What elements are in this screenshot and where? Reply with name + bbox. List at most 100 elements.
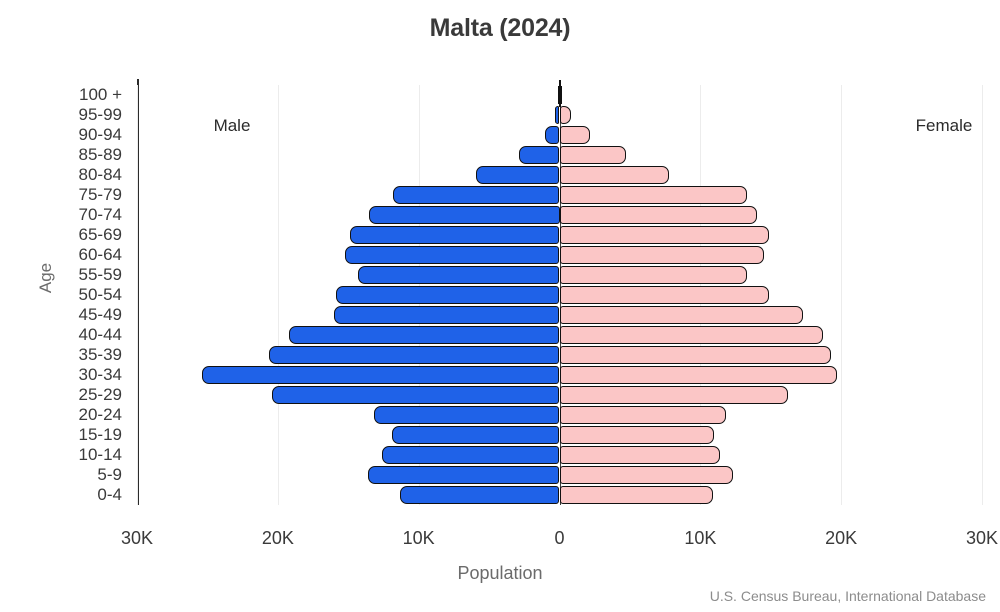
bar-male[interactable] — [476, 166, 560, 184]
bar-row — [137, 185, 982, 205]
bar-male[interactable] — [400, 486, 560, 504]
bar-female[interactable] — [559, 166, 670, 184]
bar-row — [137, 365, 982, 385]
y-tick-label: 5-9 — [97, 465, 122, 484]
series-label-female: Female — [915, 116, 973, 135]
x-tick-label: 30K — [965, 528, 999, 548]
x-axis-title: Population — [457, 563, 543, 583]
y-tick-label: 100 + — [78, 85, 122, 104]
bar-row — [137, 285, 982, 305]
bar-female[interactable] — [559, 386, 788, 404]
y-axis-line — [137, 79, 139, 505]
bar-male[interactable] — [269, 346, 560, 364]
series-label-male: Male — [213, 116, 251, 135]
bar-row — [137, 325, 982, 345]
bar-female[interactable] — [559, 186, 747, 204]
bar-row — [137, 425, 982, 445]
bar-female[interactable] — [559, 126, 591, 144]
gridline — [137, 85, 138, 505]
bar-male[interactable] — [272, 386, 560, 404]
bar-female[interactable] — [559, 346, 832, 364]
bar-female[interactable] — [559, 266, 747, 284]
bar-female[interactable] — [559, 246, 764, 264]
y-tick-label: 45-49 — [78, 305, 122, 324]
bar-male[interactable] — [391, 426, 560, 444]
bar-male[interactable] — [201, 366, 560, 384]
bar-row — [137, 165, 982, 185]
y-tick-label: 25-29 — [78, 385, 122, 404]
y-tick-label: 85-89 — [78, 145, 122, 164]
bar-row — [137, 245, 982, 265]
chart-title: Malta (2024) — [429, 14, 571, 42]
bar-row — [137, 105, 982, 125]
plot-area — [137, 80, 983, 505]
bar-female[interactable] — [559, 106, 572, 124]
bar-row — [137, 445, 982, 465]
bar-row — [137, 345, 982, 365]
x-tick-label: 10K — [402, 528, 435, 548]
bar-female[interactable] — [559, 146, 626, 164]
y-axis-title: Age — [36, 262, 55, 294]
bar-female[interactable] — [559, 406, 726, 424]
bar-male[interactable] — [345, 246, 560, 264]
bar-row — [137, 405, 982, 425]
bar-male[interactable] — [334, 306, 560, 324]
bar-row — [137, 305, 982, 325]
bar-female[interactable] — [559, 446, 721, 464]
bar-male[interactable] — [289, 326, 560, 344]
top-category-spike — [558, 80, 561, 107]
y-tick-label: 10-14 — [78, 445, 122, 464]
x-tick-label: 30K — [120, 528, 154, 548]
bar-row — [137, 485, 982, 505]
bar-male[interactable] — [349, 226, 560, 244]
y-tick-label: 65-69 — [78, 225, 122, 244]
bar-female[interactable] — [559, 486, 713, 504]
bar-male[interactable] — [358, 266, 560, 284]
y-tick-label: 15-19 — [78, 425, 122, 444]
bar-female[interactable] — [559, 306, 804, 324]
bar-male[interactable] — [382, 446, 560, 464]
gridline — [841, 85, 843, 505]
bar-male[interactable] — [367, 466, 560, 484]
y-tick-label: 40-44 — [78, 325, 122, 344]
gridline — [982, 85, 983, 505]
bar-female[interactable] — [559, 206, 757, 224]
bar-male[interactable] — [335, 286, 560, 304]
y-tick-label: 75-79 — [78, 185, 122, 204]
y-tick-label: 20-24 — [78, 405, 122, 424]
bar-female[interactable] — [559, 466, 733, 484]
bar-male[interactable] — [555, 106, 560, 124]
x-tick-label: 0 — [554, 528, 565, 548]
bar-row — [137, 225, 982, 245]
x-tick-label: 20K — [825, 528, 858, 548]
y-axis-tick-labels: 100 +95-99 90-94 85-89 80-84 75-79 70-74 65-69… — [0, 85, 130, 505]
bar-male[interactable] — [518, 146, 560, 164]
bar-female[interactable] — [559, 366, 837, 384]
bar-female[interactable] — [559, 226, 770, 244]
bar-male[interactable] — [369, 206, 560, 224]
bar-female[interactable] — [559, 286, 770, 304]
y-tick-label: 35-39 — [78, 345, 122, 364]
bar-male[interactable] — [393, 186, 560, 204]
y-tick-label: 0-4 — [97, 485, 122, 504]
bar-row — [137, 145, 982, 165]
bar-female — [560, 86, 562, 104]
bar-male[interactable] — [545, 126, 560, 144]
x-tick-label: 20K — [261, 528, 294, 548]
y-tick-label: 55-59 — [78, 265, 122, 284]
bar-female[interactable] — [559, 426, 715, 444]
bar-row — [137, 385, 982, 405]
bar-female[interactable] — [559, 326, 823, 344]
y-tick-label: 70-74 — [78, 205, 122, 224]
y-tick-label: 80-84 — [78, 165, 122, 184]
bar-row — [137, 465, 982, 485]
bar-row — [137, 125, 982, 145]
source-caption: U.S. Census Bureau, International Databa… — [709, 588, 986, 604]
bar-male[interactable] — [373, 406, 560, 424]
bar-row — [137, 265, 982, 285]
gridline — [277, 85, 279, 505]
y-tick-label: 30-34 — [78, 365, 122, 384]
x-tick-label: 10K — [684, 528, 717, 548]
y-tick-label: 90-94 — [78, 125, 122, 144]
